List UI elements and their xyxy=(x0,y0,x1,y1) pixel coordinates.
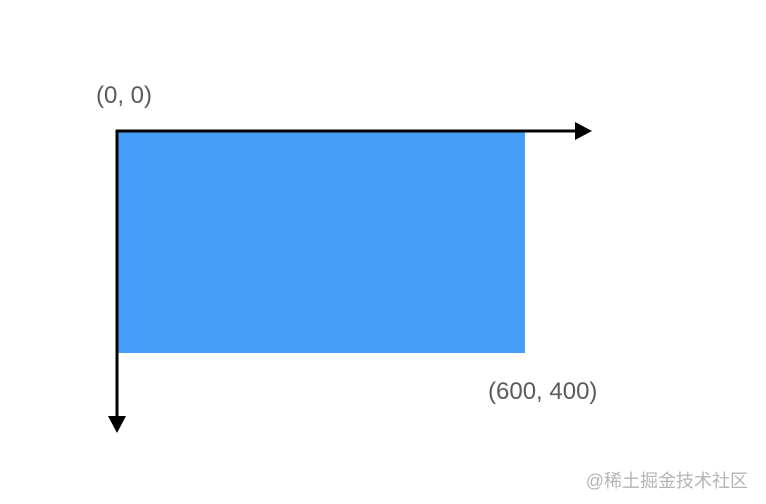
corner-coordinate-label: (600, 400) xyxy=(488,378,598,405)
filled-rectangle xyxy=(118,131,525,353)
x-axis-arrow-icon xyxy=(575,122,592,140)
watermark-text: @稀土掘金技术社区 xyxy=(585,471,748,491)
origin-coordinate-label: (0, 0) xyxy=(96,82,153,109)
y-axis-arrow-icon xyxy=(108,416,126,433)
